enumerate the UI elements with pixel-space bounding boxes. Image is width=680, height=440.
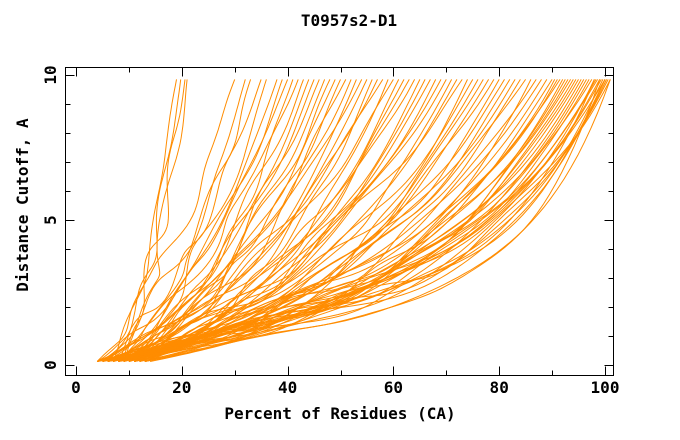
model-curve (102, 79, 262, 362)
x-tick-label: 40 (277, 378, 298, 397)
y-axis-label: Distance Cutoff, A (13, 118, 32, 292)
x-tick-label: 80 (489, 378, 509, 397)
model-curve (144, 79, 611, 362)
model-curve (107, 79, 299, 362)
model-curve (96, 79, 289, 362)
model-curve (107, 79, 394, 362)
chart-title: T0957s2-D1 (300, 11, 398, 30)
model-curve (112, 79, 177, 362)
x-tick-label: 60 (383, 378, 404, 397)
model-curve (102, 79, 363, 362)
model-curve (112, 79, 597, 362)
model-curve (123, 79, 188, 362)
model-curve (102, 79, 606, 362)
model-curve (107, 79, 246, 362)
model-curve (102, 79, 561, 362)
model-curve (112, 79, 326, 362)
axis-ticks (65, 67, 614, 376)
model-curve (123, 79, 283, 362)
model-curve (107, 79, 602, 362)
model-curve (102, 79, 463, 362)
x-axis-label: Percent of Residues (CA) (224, 404, 456, 423)
y-tick-label: 5 (41, 215, 60, 225)
model-curve (102, 79, 516, 362)
x-tick-label: 20 (172, 378, 192, 397)
model-curve (112, 79, 611, 362)
model-curve (117, 79, 182, 362)
model-curve (123, 79, 474, 362)
y-tick-label: 0 (41, 360, 60, 370)
model-curve (107, 79, 595, 362)
model-curve (96, 79, 236, 362)
model-curve (134, 79, 608, 362)
model-curve (118, 79, 304, 362)
y-tick-label: 10 (41, 65, 60, 85)
x-tick-label: 0 (71, 378, 81, 397)
x-tick-label: 100 (590, 378, 620, 397)
plot-frame (65, 67, 614, 376)
model-curve (139, 79, 604, 362)
model-curve (97, 79, 384, 362)
model-curves (96, 79, 611, 362)
model-curve (128, 79, 606, 362)
